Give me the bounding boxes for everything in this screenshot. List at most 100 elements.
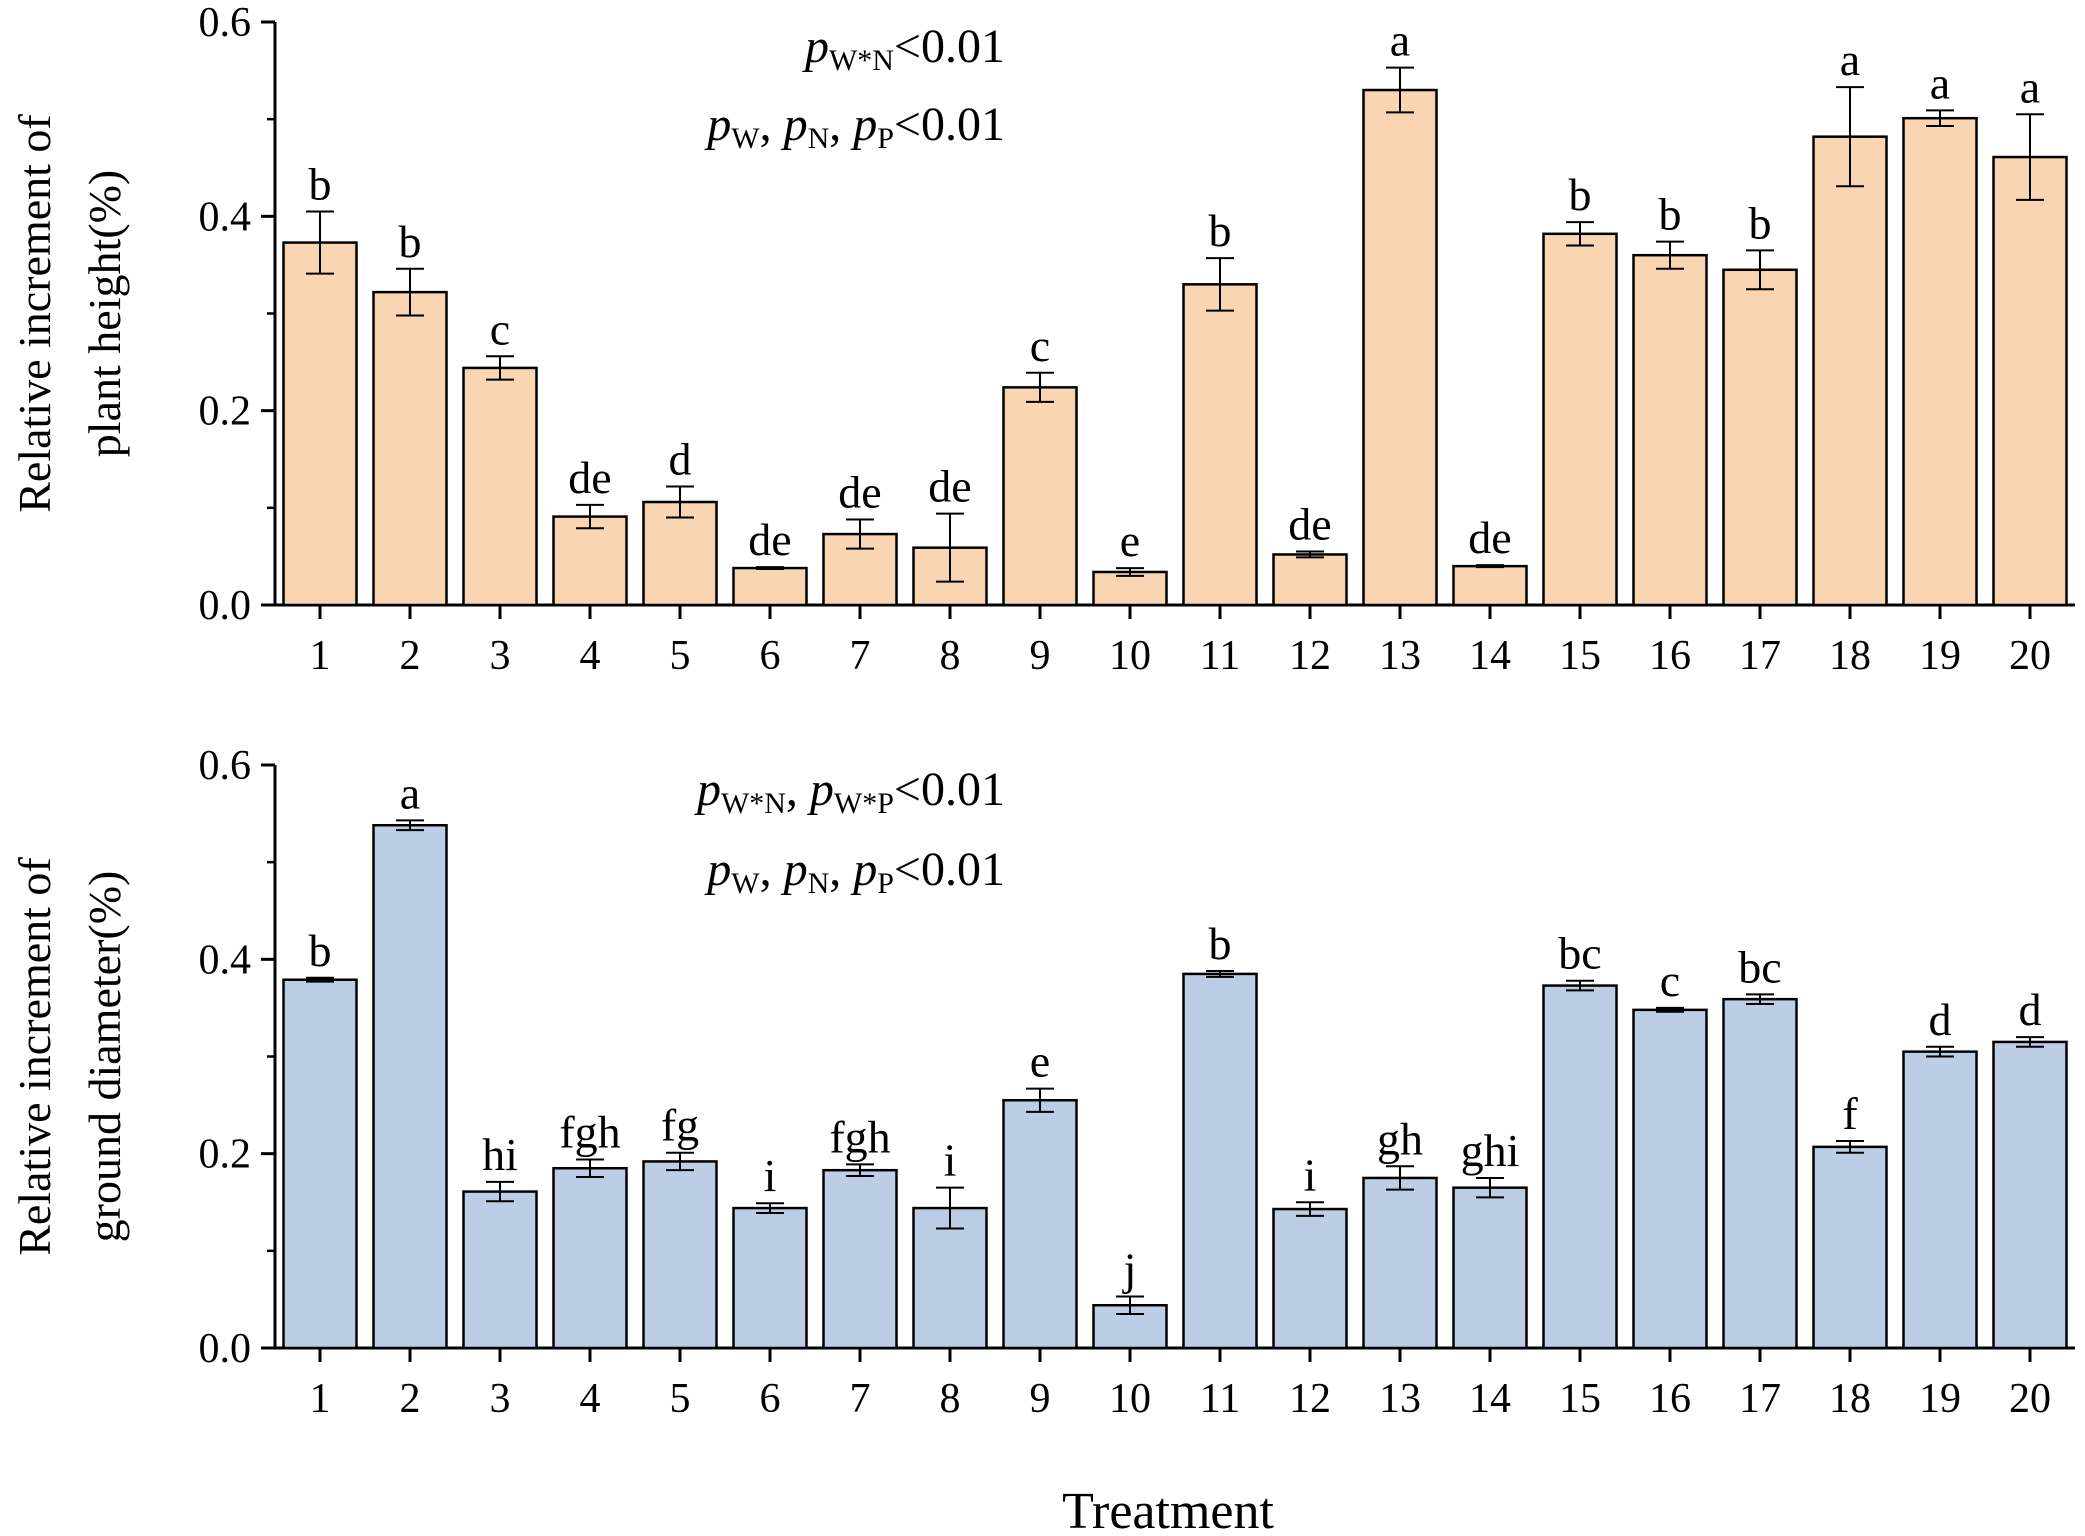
- significance-letter: de: [1288, 499, 1331, 550]
- bar: [732, 566, 808, 607]
- bar: [552, 515, 628, 607]
- significance-letter: b: [1659, 189, 1682, 240]
- bar: [282, 241, 358, 607]
- significance-letter: de: [928, 461, 971, 512]
- x-tick-label: 7: [850, 633, 871, 679]
- significance-letter: e: [1120, 515, 1140, 566]
- ground-diameter-panel: 0.0 0.2 0.4 0.6 Relative increment of ground …: [9, 743, 2075, 1422]
- x-tick-label: 2: [400, 1376, 421, 1422]
- bar: [1812, 1145, 1888, 1350]
- significance-letter: i: [764, 1150, 777, 1201]
- bar: [1362, 88, 1438, 607]
- x-tick-label: 9: [1030, 633, 1051, 679]
- bar: [1542, 232, 1618, 607]
- significance-letter: b: [1209, 205, 1232, 256]
- y-tick-label: 0.6: [199, 0, 252, 46]
- x-tick-label: 14: [1469, 633, 1511, 679]
- x-tick-label: 13: [1379, 1376, 1421, 1422]
- significance-letter: hi: [482, 1129, 518, 1180]
- significance-letter: a: [1840, 34, 1860, 85]
- x-tick-label: 9: [1030, 1376, 1051, 1422]
- x-tick-label: 15: [1559, 1376, 1601, 1422]
- x-tick-label: 4: [580, 1376, 601, 1422]
- significance-letter: b: [1209, 918, 1232, 969]
- plant-height-panel: 0.0 0.2 0.4 0.6 Relative increment of plant h…: [9, 0, 2075, 679]
- p-value-annotation: pW, pN, pP<0.01: [704, 843, 1005, 900]
- x-tick-label: 1: [310, 1376, 331, 1422]
- x-tick-label: 14: [1469, 1376, 1511, 1422]
- significance-letter: e: [1030, 1036, 1050, 1087]
- x-tick-label: 6: [760, 633, 781, 679]
- bar: [912, 1206, 988, 1350]
- x-tick-label: 3: [490, 633, 511, 679]
- x-tick-label: 10: [1109, 1376, 1151, 1422]
- y-tick-label: 0.0: [199, 583, 252, 629]
- y-tick-label: 0.4: [199, 194, 252, 240]
- significance-letter: a: [400, 767, 420, 818]
- bar: [1272, 1207, 1348, 1350]
- significance-letter: j: [1122, 1244, 1137, 1295]
- p-value-annotation: pW, pN, pP<0.01: [704, 98, 1005, 155]
- x-tick-label: 13: [1379, 633, 1421, 679]
- x-tick-label: 19: [1919, 633, 1961, 679]
- bar: [1452, 1186, 1528, 1350]
- significance-letter: bc: [1738, 941, 1781, 992]
- x-tick-label: 17: [1739, 633, 1781, 679]
- bar: [1992, 155, 2068, 607]
- bar: [1902, 1050, 1978, 1350]
- significance-letter: c: [1030, 320, 1050, 371]
- significance-letter: d: [669, 433, 692, 484]
- x-tick-label: 6: [760, 1376, 781, 1422]
- y-tick-label: 0.4: [199, 937, 252, 983]
- x-tick-label: 5: [670, 1376, 691, 1422]
- x-tick-label: 3: [490, 1376, 511, 1422]
- bar: [462, 366, 538, 607]
- significance-letter: b: [309, 158, 332, 209]
- y-tick-label: 0.0: [199, 1326, 252, 1372]
- x-tick-label: 12: [1289, 1376, 1331, 1422]
- x-tick-label: 19: [1919, 1376, 1961, 1422]
- bar: [1182, 283, 1258, 607]
- x-tick-label: 7: [850, 1376, 871, 1422]
- significance-letter: d: [1929, 994, 1952, 1045]
- bar: [1452, 564, 1528, 607]
- x-tick-label: 8: [940, 1376, 961, 1422]
- bar: [552, 1166, 628, 1350]
- bar: [1632, 1008, 1708, 1350]
- bar: [1902, 116, 1978, 607]
- bar: [1182, 972, 1258, 1350]
- significance-letter: b: [1749, 197, 1772, 248]
- significance-letter: a: [1930, 57, 1950, 108]
- x-tick-label: 20: [2009, 1376, 2051, 1422]
- bar: [462, 1190, 538, 1350]
- bar: [732, 1206, 808, 1350]
- significance-letter: fgh: [559, 1106, 620, 1157]
- bar: [1812, 135, 1888, 607]
- y-axis-title: Relative increment of: [9, 114, 60, 513]
- x-tick-label: 18: [1829, 1376, 1871, 1422]
- bar: [282, 978, 358, 1350]
- x-tick-label: 2: [400, 633, 421, 679]
- y-axis-title: ground diameter(%): [79, 871, 130, 1243]
- significance-letter: d: [2019, 984, 2042, 1035]
- bar: [372, 823, 448, 1350]
- significance-letter: i: [944, 1135, 957, 1186]
- significance-letter: de: [568, 452, 611, 503]
- significance-letter: a: [2020, 61, 2040, 112]
- x-tick-label: 4: [580, 633, 601, 679]
- x-tick-label: 16: [1649, 633, 1691, 679]
- significance-letter: de: [838, 466, 881, 517]
- x-tick-label: 18: [1829, 633, 1871, 679]
- significance-letter: b: [309, 925, 332, 976]
- bar: [1362, 1176, 1438, 1350]
- significance-letter: i: [1304, 1149, 1317, 1200]
- x-tick-label: 11: [1200, 633, 1240, 679]
- p-value-annotation: pW*N, pW*P<0.01: [694, 763, 1005, 820]
- p-value-annotation: pW*N<0.01: [802, 20, 1005, 77]
- x-axis-title: Treatment: [1062, 1483, 1274, 1536]
- bar: [642, 1160, 718, 1350]
- y-axis-title: Relative increment of: [9, 857, 60, 1256]
- bar: [1722, 997, 1798, 1350]
- significance-letter: b: [399, 216, 422, 267]
